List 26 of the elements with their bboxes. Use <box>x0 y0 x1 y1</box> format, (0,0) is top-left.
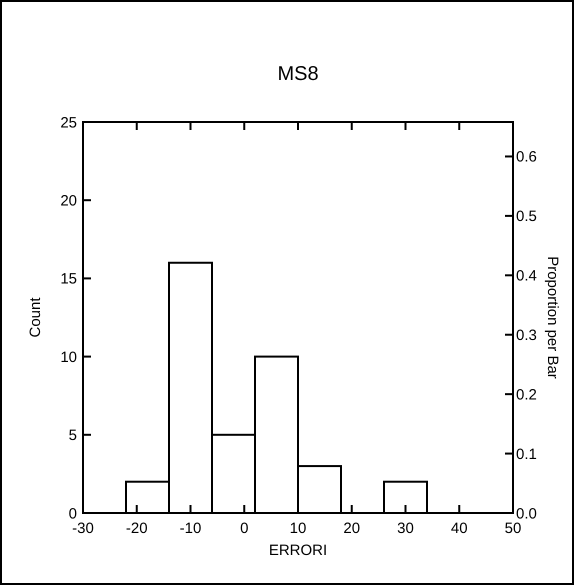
x-tick-label: 30 <box>397 520 414 537</box>
x-tick-label: 0 <box>240 520 248 537</box>
x-axis-title: ERRORI <box>268 542 328 559</box>
y-tick-label: 15 <box>60 270 77 288</box>
x-tick-label: 40 <box>450 520 468 537</box>
x-tick-label: -20 <box>126 520 148 537</box>
y2-tick-label: 0.0 <box>516 505 537 522</box>
y2-tick-label: 0.4 <box>516 268 537 285</box>
x-tick-label: 10 <box>290 520 306 537</box>
y-tick-label: 10 <box>60 348 77 366</box>
y2-axis-title: Proportion per Bar <box>544 256 561 379</box>
y2-tick-label: 0.6 <box>516 148 537 166</box>
x-tick-label: -30 <box>72 520 94 537</box>
x-tick-label: -10 <box>180 520 202 537</box>
x-tick-label: 50 <box>504 520 522 537</box>
y-tick-label: 20 <box>60 192 77 210</box>
y-tick-label: 25 <box>60 114 77 132</box>
y-tick-label: 5 <box>68 427 77 444</box>
y2-tick-label: 0.5 <box>516 208 537 226</box>
y-axis-title: Count <box>27 296 44 338</box>
y-tick-label: 0 <box>68 505 77 522</box>
y2-tick-label: 0.1 <box>516 446 537 463</box>
chart-title: MS8 <box>277 63 319 85</box>
x-tick-label: 20 <box>343 520 360 537</box>
y2-tick-label: 0.3 <box>516 326 537 344</box>
y2-tick-label: 0.2 <box>516 386 537 404</box>
